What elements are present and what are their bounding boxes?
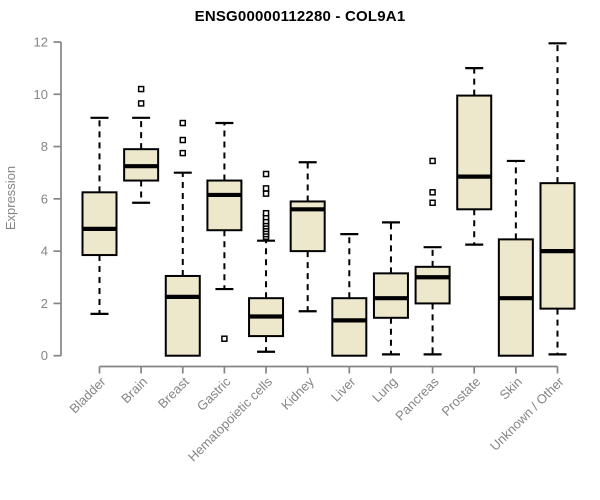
box-group-brain [123,85,160,204]
box [456,94,493,211]
chart-title: ENSG00000112280 - COL9A1 [194,8,406,25]
outlier-point [179,149,187,157]
x-tick-label: Kidney [278,374,317,413]
box-group-skin [497,159,534,357]
y-tick-label: 8 [41,139,48,154]
box [81,191,118,257]
x-tick-label: Lung [369,374,400,405]
outlier-point [137,85,145,93]
x-tick-label: Brain [118,374,150,406]
outlier-point [262,185,270,192]
box-group-prostate [456,67,493,246]
box [164,274,201,357]
x-tick-label: Skin [496,374,524,402]
box-group-liver [331,233,368,357]
x-tick-label: Breast [155,374,192,411]
x-tick-label: Gastric [194,374,234,414]
y-tick-label: 10 [34,87,48,102]
y-tick-label: 4 [41,244,48,259]
x-tick-label: Prostate [438,374,483,419]
outlier-point [429,157,436,165]
box [539,182,576,310]
box-group-bladder [81,116,118,315]
x-tick-label: Bladder [66,374,109,417]
box-group-pancreas [414,157,451,356]
outlier-point [262,170,270,178]
x-tick-label: Liver [328,374,359,405]
outlier-point [429,199,436,207]
outlier-point [262,209,270,217]
box [206,179,243,232]
outlier-point [429,189,436,196]
y-tick-label: 12 [34,34,48,49]
x-tick-label: Unknown / Other [487,374,567,454]
box-group-breast [164,119,201,357]
box [331,297,368,357]
x-tick-label: Pancreas [392,374,442,424]
box-group-hematopoietic-cells [248,170,285,353]
y-tick-label: 6 [41,191,48,206]
outlier-point [137,100,145,107]
box-group-kidney [289,161,326,313]
box-group-lung [372,221,409,356]
y-tick-label: 0 [41,348,48,363]
y-tick-label: 2 [41,296,48,311]
box-group-gastric [206,121,243,342]
outlier-point [179,119,187,127]
outlier-point [221,335,228,342]
box-group-unknown-other [539,42,576,356]
outlier-point [179,136,187,144]
box [414,265,451,305]
outlier-point [262,190,270,197]
box [372,272,409,319]
